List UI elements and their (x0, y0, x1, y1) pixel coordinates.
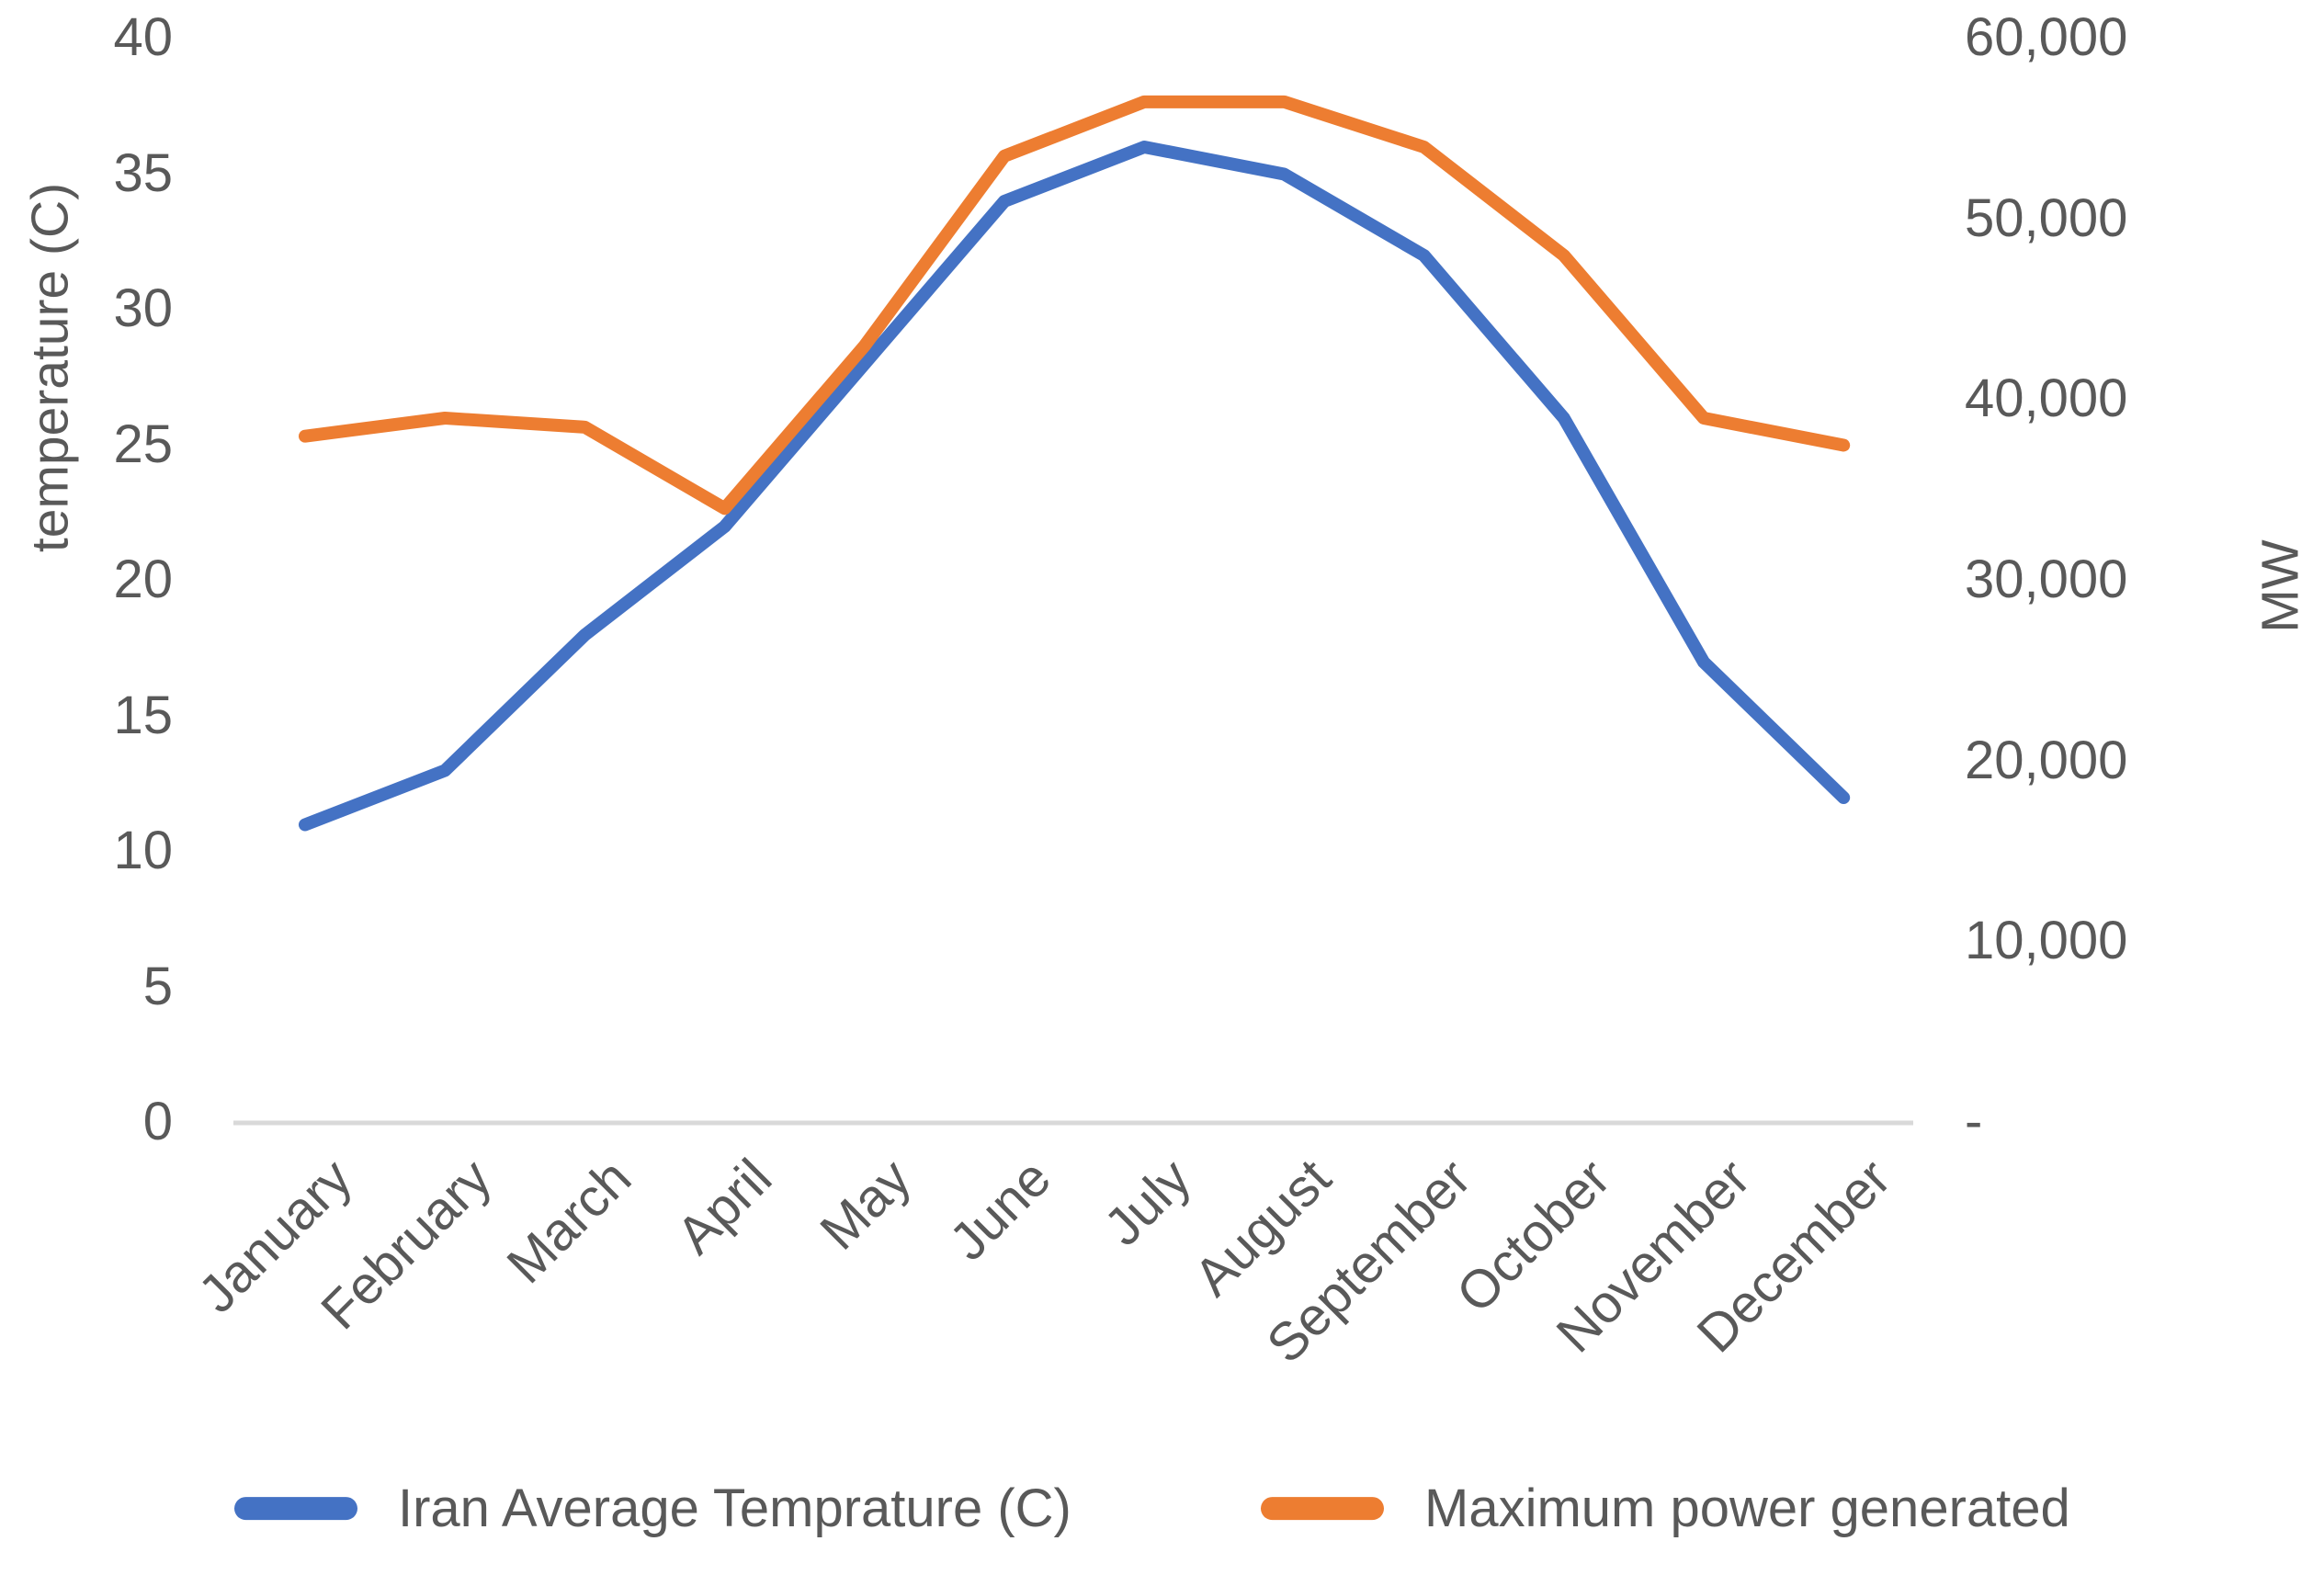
power-series-swatch (1261, 1497, 1384, 1521)
left-axis-tick-label: 30 (113, 278, 173, 338)
temperature-line-series (299, 141, 1851, 832)
right-axis-tick-label: 60,000 (1965, 6, 2128, 67)
right-axis-tick-label: 40,000 (1965, 368, 2128, 429)
left-axis-tick-label: 5 (142, 956, 173, 1016)
right-axis-tick-label: 30,000 (1965, 549, 2128, 609)
right-axis-tick-label: 50,000 (1965, 187, 2128, 248)
power-line-series (299, 95, 1851, 516)
temperature-series-swatch (234, 1497, 357, 1521)
power-series-label: Maximum power generated (1424, 1479, 2070, 1539)
left-axis-tick-label: 25 (113, 414, 173, 474)
right-axis-tick-label: 20,000 (1965, 730, 2128, 790)
left-axis-tick-label: 15 (113, 685, 173, 745)
left-axis-tick-label: 35 (113, 142, 173, 203)
left-axis-tick-label: 20 (113, 549, 173, 609)
right-axis-tick-label: - (1965, 1091, 1983, 1151)
legend-item-temperature: Iran Average Temprature (C) (234, 1479, 1071, 1538)
legend-item-power: Maximum power generated (1261, 1479, 2070, 1538)
right-axis-tick-label: 10,000 (1965, 911, 2128, 971)
left-axis-tick-label: 10 (113, 820, 173, 880)
left-axis-title: temperature (C) (20, 182, 80, 553)
right-axis-title: MW (2250, 539, 2310, 633)
temperature-series-label: Iran Average Temprature (C) (398, 1479, 1071, 1539)
left-axis-tick-label: 40 (113, 6, 173, 67)
left-axis-tick-label: 0 (142, 1091, 173, 1151)
